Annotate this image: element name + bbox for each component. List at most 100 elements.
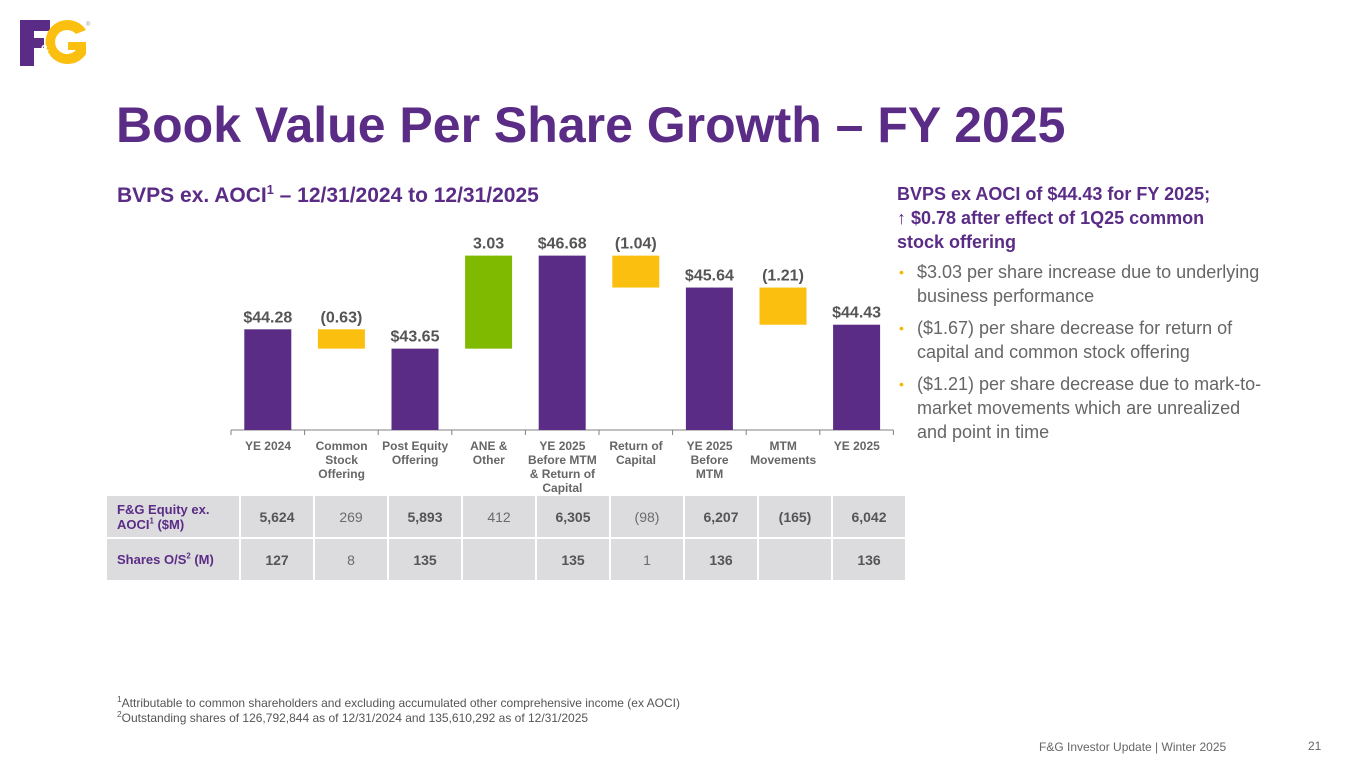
bar-data-label: (1.04) — [615, 236, 657, 253]
equity-shares-table: F&G Equity ex. AOCI1 ($M) 5,624 269 5,893 41… — [105, 494, 907, 582]
category-tick-label: YE 2025 — [820, 439, 894, 453]
bar-data-label: $44.43 — [832, 305, 881, 322]
category-label-line: YE 2025 — [686, 439, 733, 453]
subtitle-footnote-ref: 1 — [266, 183, 274, 197]
bar-decrease — [759, 287, 807, 325]
table-cell: 269 — [315, 496, 387, 537]
category-label-line: YE 2025 — [539, 439, 586, 453]
table-cell: 127 — [241, 539, 313, 580]
table-cell: 5,893 — [389, 496, 461, 537]
bar-data-label: $43.65 — [391, 329, 440, 346]
bar-increase — [465, 255, 513, 349]
bullet-dot-icon: • — [899, 320, 904, 336]
bar-data-label: 3.03 — [473, 236, 504, 253]
category-tick-label: Return of Capital — [599, 439, 673, 467]
bar-total — [244, 329, 292, 430]
bullet-text: ($1.21) per share decrease due to mark-t… — [917, 374, 1262, 442]
category-tick-label: Post Equity Offering — [378, 439, 452, 467]
page-number: 21 — [1308, 739, 1322, 753]
category-label-line: Offering — [391, 453, 439, 467]
summary-bullet: • ($1.67) per share decrease for return o… — [897, 316, 1267, 364]
bar-data-label: $44.28 — [243, 309, 292, 326]
table-cell: (165) — [759, 496, 831, 537]
bullet-dot-icon: • — [899, 264, 904, 280]
page-title: Book Value Per Share Growth – FY 2025 — [116, 97, 1066, 153]
fg-logo: & ® — [20, 20, 91, 66]
bar-data-label: (1.21) — [762, 268, 804, 285]
subtitle-main: BVPS ex. AOCI — [117, 184, 267, 207]
bar-data-label: (0.63) — [321, 309, 363, 326]
category-label-line: ANE & — [470, 439, 508, 453]
category-label-line: Capital — [542, 481, 583, 495]
summary-heading-line: ↑ $0.78 after effect of 1Q25 common — [897, 208, 1205, 228]
category-label-line: Post Equity — [382, 439, 449, 453]
logo-registered-mark: ® — [86, 21, 91, 28]
category-label-line: YE 2025 — [833, 439, 880, 453]
footnote-number: 1 — [117, 694, 122, 704]
row-header: Shares O/S2 (M) — [107, 539, 239, 580]
chart-subtitle: BVPS ex. AOCI1 – 12/31/2024 to 12/31/202… — [117, 184, 539, 208]
footnote: 2Outstanding shares of 126,792,844 as of… — [117, 709, 680, 726]
table-cell: 6,305 — [537, 496, 609, 537]
category-tick-label: Common Stock Offering — [305, 439, 379, 481]
category-tick-label: MTM Movements — [746, 439, 820, 467]
bar-total — [538, 255, 586, 430]
table-row: Shares O/S2 (M) 127 8 135 135 1 136 136 — [107, 539, 905, 580]
bullet-text: $3.03 per share increase due to underlyi… — [917, 262, 1260, 306]
summary-bullet: • ($1.21) per share decrease due to mark-… — [897, 372, 1267, 444]
summary-panel: BVPS ex AOCI of $44.43 for FY 2025; ↑ $0… — [897, 182, 1267, 452]
category-tick-label: YE 2025 Before MTM — [673, 439, 747, 481]
table-cell: 136 — [685, 539, 757, 580]
footnote-text: Outstanding shares of 126,792,844 as of … — [121, 711, 589, 725]
table-cell: 6,042 — [833, 496, 905, 537]
summary-heading-line: BVPS ex AOCI of $44.43 for FY 2025; — [897, 184, 1211, 204]
category-label-line: Capital — [615, 453, 656, 467]
logo-ampersand: & — [39, 42, 50, 59]
category-label-line: Stock — [325, 453, 358, 467]
summary-heading-line: stock offering — [897, 232, 1017, 252]
table-cell: 135 — [389, 539, 461, 580]
category-tick-label: YE 2024 — [231, 439, 305, 453]
category-label-line: Before — [690, 453, 729, 467]
table-cell: 135 — [537, 539, 609, 580]
bar-total — [391, 348, 439, 430]
bullet-text: ($1.67) per share decrease for return of… — [917, 318, 1233, 362]
table-cell: 136 — [833, 539, 905, 580]
table-cell: 5,624 — [241, 496, 313, 537]
table-cell — [463, 539, 535, 580]
footnote-number: 2 — [117, 709, 122, 719]
category-label-line: MTM — [769, 439, 797, 453]
logo-f-mid — [20, 38, 44, 48]
category-label-line: Offering — [318, 467, 365, 481]
logo-g — [45, 20, 86, 64]
table-cell: 8 — [315, 539, 387, 580]
category-tick-label: YE 2025 Before MTM & Return of Capital — [525, 439, 599, 495]
category-label-line: MTM — [695, 467, 724, 481]
table-cell: 1 — [611, 539, 683, 580]
bar-decrease — [317, 329, 365, 349]
subtitle-range: – 12/31/2024 to 12/31/2025 — [273, 184, 539, 207]
table-cell: (98) — [611, 496, 683, 537]
footnote-text: Attributable to common shareholders and … — [121, 696, 680, 710]
summary-bullet: • $3.03 per share increase due to underly… — [897, 260, 1267, 308]
summary-heading: BVPS ex AOCI of $44.43 for FY 2025; ↑ $0… — [897, 182, 1267, 254]
summary-bullets: • $3.03 per share increase due to underly… — [897, 260, 1267, 444]
bullet-dot-icon: • — [899, 376, 904, 392]
category-label-line: Movements — [750, 453, 817, 467]
category-label-line: Common — [315, 439, 368, 453]
table-row: F&G Equity ex. AOCI1 ($M) 5,624 269 5,893 41… — [107, 496, 905, 537]
table-cell — [759, 539, 831, 580]
bar-decrease — [612, 255, 660, 288]
category-label-line: Before MTM — [528, 453, 597, 467]
bar-data-label: $46.68 — [538, 236, 587, 253]
table-cell: 6,207 — [685, 496, 757, 537]
category-label-line: YE 2024 — [244, 439, 292, 453]
bar-total — [685, 287, 733, 430]
category-label-line: & Return of — [529, 467, 596, 481]
table-cell: 412 — [463, 496, 535, 537]
category-label-line: Other — [472, 453, 505, 467]
footnote: 1Attributable to common shareholders and… — [117, 694, 680, 711]
footnotes: 1Attributable to common shareholders and… — [117, 694, 680, 726]
footer-text: F&G Investor Update | Winter 2025 — [1039, 740, 1227, 754]
logo-f-top — [20, 20, 50, 31]
